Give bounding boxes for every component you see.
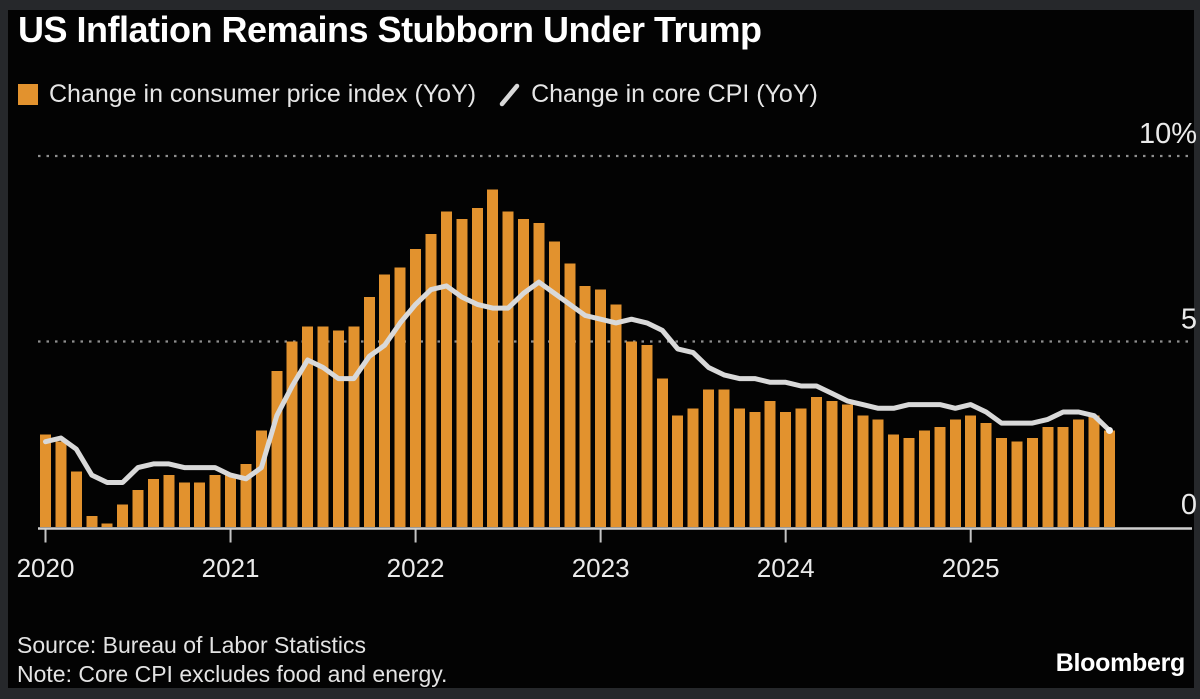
cpi-bar bbox=[348, 326, 360, 527]
line-series-icon bbox=[498, 83, 522, 107]
cpi-bar bbox=[410, 248, 422, 527]
cpi-bar bbox=[826, 400, 838, 527]
cpi-bar bbox=[764, 400, 776, 527]
source-note: Source: Bureau of Labor Statistics bbox=[17, 632, 367, 658]
cpi-bar bbox=[949, 419, 961, 527]
footnote: Note: Core CPI excludes food and energy. bbox=[17, 661, 448, 687]
cpi-bar bbox=[194, 482, 206, 527]
cpi-bar bbox=[440, 211, 452, 527]
cpi-bar bbox=[980, 423, 992, 527]
legend-label-cpi: Change in consumer price index (YoY) bbox=[49, 80, 477, 108]
cpi-bar bbox=[255, 430, 267, 527]
cpi-bar bbox=[718, 389, 730, 527]
cpi-bar bbox=[286, 341, 298, 527]
cpi-bar bbox=[456, 219, 468, 527]
cpi-bar bbox=[672, 415, 684, 527]
cpi-bar bbox=[872, 419, 884, 527]
cpi-bar bbox=[934, 426, 946, 527]
cpi-bar bbox=[302, 326, 314, 527]
bloomberg-logo: Bloomberg bbox=[1055, 649, 1186, 677]
cpi-bar bbox=[1057, 426, 1069, 527]
cpi-bar bbox=[780, 411, 792, 527]
cpi-bar bbox=[1011, 441, 1023, 527]
cpi-bar bbox=[703, 389, 715, 527]
cpi-bar bbox=[518, 219, 530, 527]
cpi-bar bbox=[502, 211, 514, 527]
x-axis-label: 2024 bbox=[757, 553, 815, 583]
y-axis-label: 10% bbox=[1139, 118, 1197, 150]
cpi-bar bbox=[40, 434, 51, 527]
cpi-bar bbox=[86, 515, 98, 527]
cpi-bar bbox=[811, 397, 822, 527]
cpi-bar bbox=[1103, 430, 1115, 527]
cpi-bar bbox=[1026, 437, 1038, 527]
x-axis-label: 2025 bbox=[942, 553, 1000, 583]
cpi-bar bbox=[487, 189, 499, 527]
cpi-bar bbox=[533, 222, 545, 527]
cpi-bar bbox=[471, 207, 483, 527]
chart-title: US Inflation Remains Stubborn Under Trum… bbox=[18, 9, 762, 50]
cpi-bar bbox=[209, 475, 221, 527]
x-axis-label: 2021 bbox=[202, 553, 260, 583]
cpi-bar bbox=[579, 285, 591, 527]
x-axis-label: 2022 bbox=[387, 553, 445, 583]
cpi-bar bbox=[641, 345, 653, 527]
line-endpoint bbox=[1106, 427, 1113, 434]
y-axis-label: 0 bbox=[1181, 489, 1197, 521]
cpi-bar bbox=[163, 475, 175, 527]
cpi-bar bbox=[1073, 419, 1085, 527]
cpi-bar bbox=[363, 296, 375, 527]
cpi-bar bbox=[595, 289, 607, 527]
cpi-bar bbox=[610, 304, 622, 527]
cpi-bar bbox=[625, 341, 637, 527]
cpi-bar bbox=[857, 415, 869, 527]
cpi-bar bbox=[733, 408, 745, 527]
cpi-bar bbox=[147, 478, 159, 527]
cpi-bar bbox=[749, 411, 761, 527]
core-cpi-line bbox=[43, 279, 1112, 485]
legend-label-core-cpi: Change in core CPI (YoY) bbox=[531, 80, 818, 108]
cpi-bar bbox=[687, 408, 699, 527]
cpi-bar bbox=[240, 463, 252, 527]
bar-series-swatch-icon bbox=[18, 84, 38, 105]
cpi-bar bbox=[178, 482, 190, 527]
cpi-bar bbox=[888, 434, 900, 527]
cpi-bar bbox=[379, 274, 391, 527]
y-axis-label: 5 bbox=[1181, 304, 1197, 336]
cpi-bar bbox=[996, 437, 1008, 527]
cpi-bar bbox=[70, 471, 82, 527]
x-axis-label: 2023 bbox=[572, 553, 630, 583]
cpi-bar bbox=[101, 523, 113, 527]
cpi-bar bbox=[332, 330, 344, 527]
cpi-bar bbox=[225, 475, 237, 527]
legend: Change in consumer price index (YoY) Cha… bbox=[18, 80, 818, 109]
cpi-bar bbox=[425, 233, 437, 527]
cpi-bar bbox=[55, 441, 67, 527]
cpi-bar bbox=[1042, 426, 1054, 527]
cpi-bar bbox=[132, 489, 144, 527]
cpi-bar bbox=[656, 378, 668, 527]
cpi-bar bbox=[317, 326, 329, 527]
cpi-bar bbox=[918, 430, 930, 527]
x-axis-label: 2020 bbox=[17, 553, 75, 583]
cpi-bar bbox=[564, 263, 576, 527]
cpi-bar bbox=[965, 415, 977, 527]
cpi-bar bbox=[1088, 415, 1100, 527]
cpi-bar bbox=[117, 504, 129, 527]
cpi-bar bbox=[841, 404, 853, 527]
cpi-bar bbox=[271, 371, 283, 527]
cpi-bar bbox=[548, 241, 560, 527]
cpi-bar bbox=[795, 408, 807, 527]
cpi-bar bbox=[903, 437, 915, 527]
cpi-bar bbox=[394, 267, 406, 527]
